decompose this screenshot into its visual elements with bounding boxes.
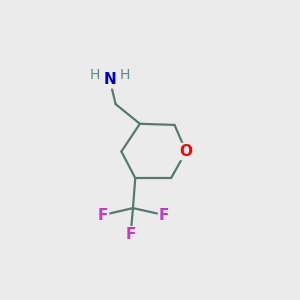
Text: H: H <box>90 68 100 82</box>
Text: N: N <box>103 72 116 87</box>
Text: H: H <box>120 68 130 82</box>
Text: F: F <box>125 227 136 242</box>
Text: O: O <box>180 144 193 159</box>
Text: F: F <box>159 208 169 223</box>
Text: F: F <box>98 208 108 223</box>
